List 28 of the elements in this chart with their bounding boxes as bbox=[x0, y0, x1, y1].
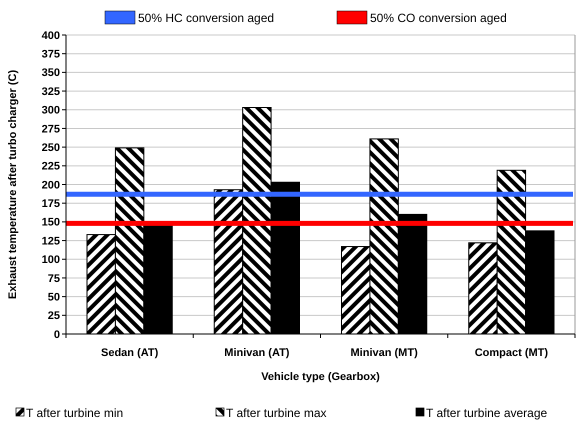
x-tick-label: Sedan (AT) bbox=[101, 347, 159, 359]
y-tick-label: 125 bbox=[42, 235, 60, 248]
y-tick-label: 200 bbox=[42, 179, 60, 192]
y-tick-label: 0 bbox=[54, 328, 60, 341]
y-tick-label: 50 bbox=[48, 291, 60, 304]
y-axis-title: Exhaust temperature after turbo charger (C) bbox=[7, 70, 19, 300]
y-tick-label: 375 bbox=[42, 48, 60, 61]
legend-label: 50% HC conversion aged bbox=[138, 11, 274, 25]
y-tick-label: 25 bbox=[48, 310, 60, 322]
y-tick-label: 350 bbox=[42, 67, 60, 80]
y-tick-label: 75 bbox=[48, 272, 60, 285]
legend-label: T after turbine average bbox=[426, 406, 548, 420]
y-tick-label: 250 bbox=[42, 142, 60, 154]
x-axis-title: Vehicle type (Gearbox) bbox=[261, 371, 380, 383]
x-tick-label: Minivan (MT) bbox=[350, 347, 418, 359]
x-tick-label: Compact (MT) bbox=[474, 347, 548, 359]
legend-label: 50% CO conversion aged bbox=[370, 11, 507, 25]
y-tick-label: 150 bbox=[42, 216, 60, 229]
y-tick-label: 300 bbox=[42, 104, 60, 117]
legend-label: T after turbine min bbox=[26, 406, 124, 420]
y-tick-label: 275 bbox=[42, 123, 60, 136]
x-tick-label: Minivan (AT) bbox=[224, 347, 290, 359]
y-tick-label: 400 bbox=[42, 30, 60, 42]
y-tick-label: 325 bbox=[42, 86, 60, 98]
y-tick-label: 225 bbox=[42, 160, 60, 173]
y-tick-label: 100 bbox=[42, 254, 60, 266]
legend-label: T after turbine max bbox=[226, 406, 326, 420]
y-tick-label: 175 bbox=[42, 198, 60, 210]
